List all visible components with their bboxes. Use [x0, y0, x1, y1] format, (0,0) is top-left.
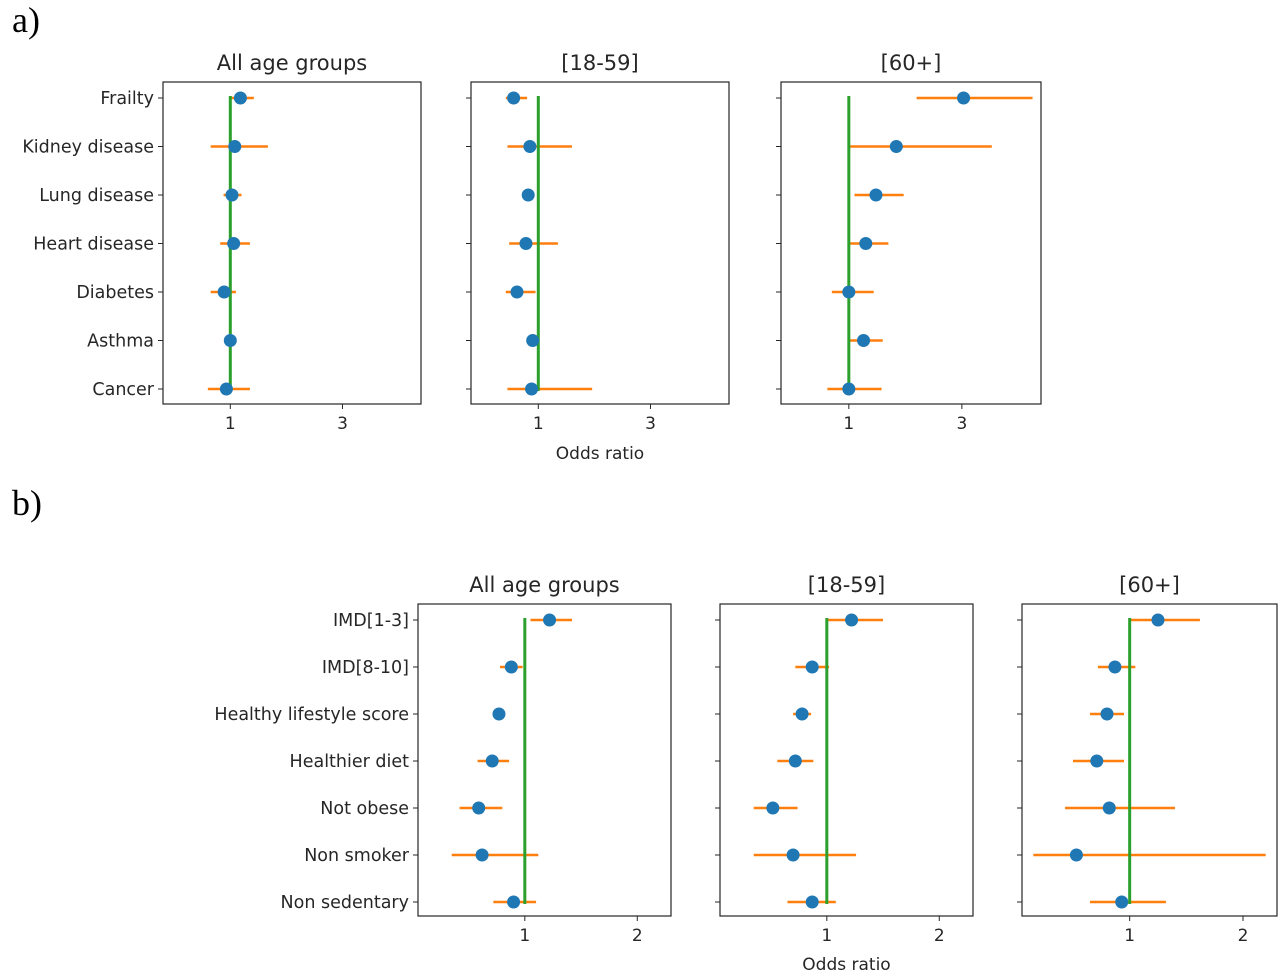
category-label: Lung disease: [39, 186, 154, 206]
panel-label-a: a): [12, 0, 40, 40]
odds-ratio-point: [859, 237, 873, 250]
axes-frame: [1021, 603, 1278, 917]
panel-label-b: b): [12, 483, 42, 523]
odds-ratio-point: [543, 613, 557, 627]
category-label: Cancer: [92, 380, 154, 400]
axes-frame: [417, 603, 672, 917]
odds-ratio-point: [795, 707, 809, 721]
subplot-a-2: [60+] 1 3: [776, 51, 1042, 434]
category-label: Kidney disease: [22, 138, 154, 158]
odds-ratio-point: [504, 660, 518, 674]
x-tick-label: 3: [956, 414, 967, 434]
x-tick-label: 2: [934, 926, 945, 946]
x-tick-label: 1: [225, 414, 236, 434]
subplot-title: [60+]: [1119, 573, 1180, 597]
x-tick-label: 1: [1124, 926, 1135, 946]
figure-b-odds-ratios-by-lifestyle: All age groups IMD[1-3] IMD[8-10] Healthy l…: [214, 573, 1278, 974]
x-tick-label: 3: [645, 414, 656, 434]
odds-ratio-point: [507, 91, 521, 105]
category-label: Healthier diet: [290, 752, 410, 772]
odds-ratio-point: [228, 140, 242, 153]
axes-frame: [162, 81, 422, 405]
odds-ratio-point: [217, 285, 231, 299]
odds-ratio-point: [957, 91, 971, 105]
odds-ratio-point: [475, 848, 489, 862]
axes-frame: [719, 603, 974, 917]
odds-ratio-point: [845, 613, 859, 627]
odds-ratio-point: [521, 188, 535, 202]
subplot-title: [18-59]: [808, 573, 885, 597]
odds-ratio-point: [842, 285, 856, 299]
odds-ratio-point: [223, 334, 237, 347]
category-label: Heart disease: [33, 235, 154, 255]
x-tick-label: 1: [821, 926, 832, 946]
category-label: Not obese: [320, 799, 409, 819]
odds-ratio-point: [842, 382, 856, 396]
subplot-b-1: [18-59] 1 2 Odds ratio: [715, 573, 974, 974]
odds-ratio-point: [805, 895, 819, 909]
odds-ratio-point: [507, 895, 521, 909]
category-label: Asthma: [87, 332, 154, 352]
category-label: Non smoker: [304, 846, 410, 866]
odds-ratio-point: [1090, 754, 1104, 768]
odds-ratio-point: [526, 334, 540, 347]
odds-ratio-point: [1108, 660, 1122, 674]
odds-ratio-point: [788, 754, 802, 768]
odds-ratio-point: [889, 140, 903, 153]
odds-ratio-point: [1102, 801, 1116, 815]
category-label: Healthy lifestyle score: [214, 705, 409, 725]
odds-ratio-point: [472, 801, 486, 815]
category-label: IMD[1-3]: [333, 611, 409, 631]
odds-ratio-point: [786, 848, 800, 862]
odds-ratio-point: [219, 382, 233, 396]
odds-ratio-point: [1115, 895, 1129, 909]
odds-ratio-point: [510, 285, 524, 299]
x-tick-label: 1: [519, 926, 530, 946]
odds-ratio-point: [519, 237, 533, 250]
subplot-b-0: All age groups IMD[1-3] IMD[8-10] Healthy l…: [214, 573, 672, 946]
odds-ratio-point: [492, 707, 506, 721]
odds-ratio-point: [869, 188, 883, 202]
x-tick-label: 2: [1238, 926, 1249, 946]
x-tick-label: 2: [632, 926, 643, 946]
x-axis-label: Odds ratio: [556, 444, 644, 464]
subplot-a-0: All age groups Frailty Kidney disease Lung …: [22, 51, 422, 434]
odds-ratio-point: [525, 382, 539, 396]
odds-ratio-point: [1100, 707, 1114, 721]
axes-frame: [470, 81, 730, 405]
x-tick-label: 3: [337, 414, 348, 434]
subplot-b-2: [60+] 1 2: [1017, 573, 1278, 946]
odds-ratio-point: [523, 140, 537, 153]
category-label: Frailty: [100, 89, 154, 109]
subplot-title: All age groups: [217, 51, 367, 75]
figure-a-odds-ratios-by-condition: All age groups Frailty Kidney disease Lung …: [22, 51, 1042, 464]
odds-ratio-point: [225, 188, 239, 202]
category-label: Diabetes: [76, 283, 154, 303]
odds-ratio-point: [1151, 613, 1165, 627]
x-tick-label: 1: [843, 414, 854, 434]
subplot-title: All age groups: [469, 573, 619, 597]
odds-ratio-point: [485, 754, 499, 768]
odds-ratio-point: [766, 801, 780, 815]
subplot-title: [18-59]: [561, 51, 638, 75]
category-label: Non sedentary: [281, 893, 409, 913]
x-tick-label: 1: [533, 414, 544, 434]
odds-ratio-point: [857, 334, 871, 347]
odds-ratio-point: [1069, 848, 1083, 862]
x-axis-label: Odds ratio: [802, 955, 890, 974]
odds-ratio-point: [227, 237, 241, 250]
category-label: IMD[8-10]: [322, 658, 409, 678]
axes-frame: [780, 81, 1042, 405]
odds-ratio-point: [233, 91, 247, 105]
subplot-title: [60+]: [881, 51, 942, 75]
odds-ratio-point: [805, 660, 819, 674]
